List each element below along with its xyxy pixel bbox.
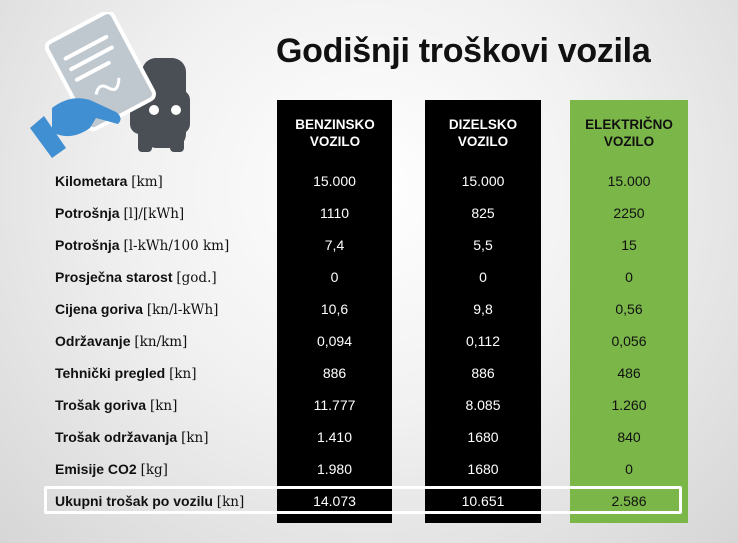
table-row: Emisije CO2 [kg] 1.980 1680 0: [0, 453, 738, 485]
document-icon: [44, 12, 156, 132]
cell-diesel: 0: [479, 269, 487, 285]
cell-electric: 1.260: [611, 397, 647, 413]
cell-electric: 15: [621, 237, 637, 253]
column-header-line: DIZELSKO: [448, 117, 518, 132]
column-header-line: BENZINSKO: [295, 117, 375, 132]
hand-icon: [30, 98, 121, 158]
column-header-line: VOZILO: [457, 134, 509, 149]
row-label-name: Prosječna starost: [55, 269, 173, 285]
table-row: Kilometara [km] 15.000 15.000 15.000: [0, 165, 738, 197]
cell-diesel: 0,112: [466, 333, 500, 349]
cell-diesel: 10.651: [461, 493, 505, 509]
row-label: Trošak održavanja [kn]: [55, 421, 208, 454]
cell-electric: 840: [617, 429, 641, 445]
row-label: Cijena goriva [kn/l-kWh]: [55, 293, 218, 326]
cell-electric: 0,056: [611, 333, 647, 349]
cell-electric: 0: [625, 269, 633, 285]
car-document-icon: [30, 12, 190, 158]
cell-gasoline: 886: [322, 365, 347, 381]
cell-diesel: 8.085: [465, 397, 501, 413]
row-label-unit: [km]: [131, 174, 163, 190]
row-label-name: Ukupni trošak po vozilu: [55, 493, 213, 509]
column-diesel-bg: [425, 100, 541, 523]
row-label: Emisije CO2 [kg]: [55, 453, 168, 486]
row-label-name: Emisije CO2: [55, 461, 137, 477]
row-label: Održavanje [kn/km]: [55, 325, 187, 358]
row-label-unit: [kn]: [149, 398, 178, 414]
column-header-electric: ELEKTRIČNO VOZILO: [571, 116, 687, 150]
row-label-unit: [l-kWh/100 km]: [123, 238, 230, 254]
row-label-name: Cijena goriva: [55, 301, 143, 317]
row-label: Potrošnja [l]/[kWh]: [55, 197, 184, 230]
row-label-unit: [god.]: [176, 270, 217, 286]
cell-gasoline: 0,094: [316, 333, 353, 349]
cell-electric: 2.586: [611, 493, 647, 509]
table-row: Trošak održavanja [kn] 1.410 1680 840: [0, 421, 738, 453]
cell-diesel: 886: [471, 365, 495, 381]
row-label-unit: [kg]: [140, 462, 168, 478]
cell-electric: 0: [625, 461, 633, 477]
row-label: Prosječna starost [god.]: [55, 261, 217, 294]
cell-gasoline: 1.980: [316, 461, 353, 477]
row-label-name: Potrošnja: [55, 237, 120, 253]
page-title: Godišnji troškovi vozila: [276, 32, 651, 70]
column-header-gasoline: BENZINSKO VOZILO: [277, 116, 393, 150]
cell-gasoline: 0: [330, 269, 339, 285]
row-label-name: Potrošnja: [55, 205, 120, 221]
cell-diesel: 9,8: [473, 301, 493, 317]
cell-gasoline: 15.000: [313, 173, 356, 189]
table-row: Trošak goriva [kn] 11.777 8.085 1.260: [0, 389, 738, 421]
cell-gasoline: 7,4: [324, 237, 345, 253]
row-label: Tehnički pregled [kn]: [55, 357, 197, 390]
cell-diesel: 15.000: [461, 173, 505, 189]
total-row-highlight: [44, 486, 682, 514]
row-label-name: Tehnički pregled: [55, 365, 166, 381]
column-header-line: VOZILO: [603, 134, 655, 149]
table-row: Tehnički pregled [kn] 886 886 486: [0, 357, 738, 389]
row-label-unit: [kn]: [216, 494, 245, 510]
cell-diesel: 5,5: [473, 237, 493, 253]
cell-diesel: 825: [471, 205, 495, 221]
table-row: Cijena goriva [kn/l-kWh] 10,6 9,8 0,56: [0, 293, 738, 325]
cell-gasoline: 1110: [319, 205, 350, 221]
table-row: Prosječna starost [god.] 0 0 0: [0, 261, 738, 293]
cell-diesel: 1680: [467, 461, 499, 477]
table-row: Potrošnja [l]/[kWh] 1110 825 2250: [0, 197, 738, 229]
table-row: Potrošnja [l-kWh/100 km] 7,4 5,5 15: [0, 229, 738, 261]
column-gasoline-bg: [277, 100, 392, 523]
cell-electric: 15.000: [607, 173, 651, 189]
row-label: Ukupni trošak po vozilu [kn]: [55, 485, 244, 518]
row-label-unit: [l]/[kWh]: [123, 206, 185, 222]
table-row: Održavanje [kn/km] 0,094 0,112 0,056: [0, 325, 738, 357]
row-label-name: Kilometara: [55, 173, 128, 189]
cell-gasoline: 11.777: [313, 397, 356, 413]
table-row-total: Ukupni trošak po vozilu [kn] 14.073 10.651…: [0, 485, 738, 517]
row-label-unit: [kn]: [169, 366, 197, 382]
column-header-diesel: DIZELSKO VOZILO: [425, 116, 541, 150]
cell-gasoline: 14.073: [313, 493, 356, 509]
row-label-name: Trošak održavanja: [55, 429, 178, 445]
cell-gasoline: 10,6: [320, 301, 349, 317]
row-label-unit: [kn/l-kWh]: [146, 302, 219, 318]
row-label-unit: [kn/km]: [134, 334, 188, 350]
cell-electric: 486: [617, 365, 641, 381]
cell-gasoline: 1.410: [316, 429, 353, 445]
row-label-unit: [kn]: [181, 430, 209, 446]
cell-electric: 0,56: [615, 301, 643, 317]
row-label-name: Trošak goriva: [55, 397, 147, 413]
column-header-line: ELEKTRIČNO: [585, 117, 673, 132]
cell-diesel: 1680: [467, 429, 499, 445]
column-electric-bg: [570, 100, 688, 523]
row-label-name: Održavanje: [55, 333, 131, 349]
cell-electric: 2250: [613, 205, 645, 221]
row-label: Kilometara [km]: [55, 165, 163, 198]
row-label: Trošak goriva [kn]: [55, 389, 177, 422]
column-header-line: VOZILO: [309, 134, 361, 149]
row-label: Potrošnja [l-kWh/100 km]: [55, 229, 229, 262]
